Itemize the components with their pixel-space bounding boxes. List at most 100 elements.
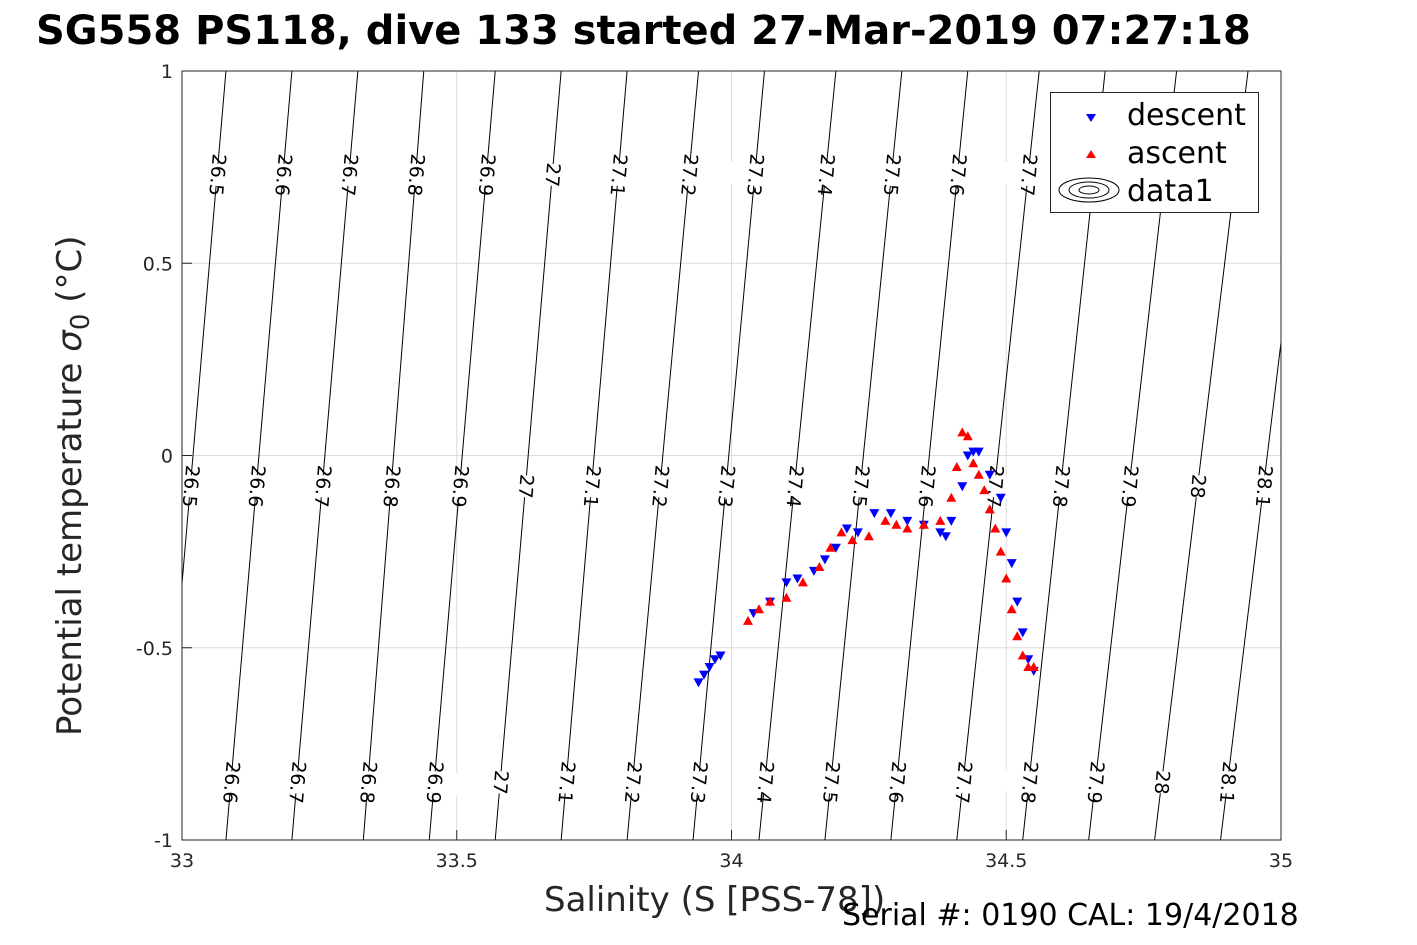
contour-label-bg-mid-0 bbox=[163, 473, 218, 500]
contour-label-bg-bottom-10 bbox=[869, 769, 924, 796]
point-ascent-21 bbox=[979, 485, 990, 495]
contour-label-bg-top-5 bbox=[525, 161, 580, 188]
point-descent-26 bbox=[995, 493, 1006, 503]
contour-label-bg-mid-16 bbox=[1236, 473, 1291, 500]
contour-label-bg-top-8 bbox=[727, 161, 782, 188]
point-ascent-2 bbox=[764, 596, 775, 606]
x-axis-label: Salinity (S [PSS-78]) bbox=[544, 880, 886, 920]
contour-label-bg-mid-5 bbox=[498, 473, 553, 500]
contour-label-bottom-2: 26.8 bbox=[355, 760, 381, 804]
density-contours: 26.5 26.6 26.7 26.8 26.9 27 27.1 27.2 27.3 27.4 27… bbox=[163, 71, 1291, 840]
chart-title: SG558 PS118, dive 133 started 27-Mar-201… bbox=[36, 8, 1251, 54]
contour-label-bottom-5: 27.1 bbox=[553, 760, 579, 804]
contour-line-9 bbox=[758, 71, 837, 840]
x-tick-label-1: 33.5 bbox=[436, 850, 478, 872]
contour-label-bg-top-6 bbox=[591, 161, 646, 188]
contour-line-6 bbox=[560, 71, 628, 840]
contour-label-bottom-8: 27.4 bbox=[752, 760, 778, 804]
point-descent-21 bbox=[957, 482, 968, 492]
x-tick-label-4: 35 bbox=[1269, 850, 1293, 872]
contour-line-4 bbox=[428, 71, 496, 840]
axes: 33 33.5 34 34.5 35 -1 -0.5 0 0.5 1 bbox=[136, 61, 1293, 872]
point-descent-19 bbox=[940, 532, 951, 542]
point-ascent-24 bbox=[995, 546, 1006, 556]
contour-label-bottom-11: 27.7 bbox=[950, 760, 976, 804]
contour-line-8 bbox=[692, 71, 765, 840]
point-ascent-18 bbox=[962, 431, 973, 441]
contour-label-bg-bottom-13 bbox=[1068, 769, 1123, 796]
point-ascent-27 bbox=[1012, 631, 1023, 641]
point-ascent-25 bbox=[1001, 573, 1012, 583]
point-descent-1 bbox=[699, 670, 710, 680]
point-descent-16 bbox=[902, 516, 913, 526]
contour-label-top-4: 26.9 bbox=[474, 153, 500, 197]
contour-label-top-10: 27.5 bbox=[879, 153, 905, 197]
contour-label-bg-bottom-15 bbox=[1200, 769, 1255, 796]
contour-label-mid-9: 27.4 bbox=[782, 464, 808, 508]
point-ascent-4 bbox=[797, 577, 808, 587]
point-ascent-10 bbox=[880, 515, 891, 525]
contour-label-top-8: 27.3 bbox=[742, 153, 768, 197]
contour-label-bottom-1: 26.7 bbox=[284, 760, 310, 804]
legend-label-descent: descent bbox=[1127, 98, 1246, 133]
contour-line-5 bbox=[494, 71, 562, 840]
contour-label-bottom-9: 27.5 bbox=[818, 760, 844, 804]
point-ascent-15 bbox=[946, 492, 957, 502]
legend-label-ascent: ascent bbox=[1127, 136, 1227, 171]
point-ascent-9 bbox=[863, 531, 874, 541]
point-descent-15 bbox=[885, 509, 896, 519]
point-ascent-30 bbox=[1028, 661, 1039, 671]
y-axis-label-sub: 0 bbox=[65, 313, 96, 331]
point-descent-2 bbox=[704, 662, 715, 672]
contour-label-bg-mid-7 bbox=[633, 473, 687, 500]
legend-marker-ascent bbox=[1086, 150, 1096, 158]
contour-label-bg-top-12 bbox=[1001, 161, 1055, 188]
point-ascent-20 bbox=[973, 469, 984, 479]
point-descent-0 bbox=[693, 678, 704, 688]
contour-label-bg-top-10 bbox=[864, 161, 919, 188]
contour-label-mid-11: 27.6 bbox=[913, 464, 939, 508]
point-descent-7 bbox=[781, 578, 792, 588]
contour-label-top-6: 27.1 bbox=[605, 153, 631, 197]
contour-line-16 bbox=[1220, 338, 1281, 840]
point-ascent-5 bbox=[814, 562, 825, 572]
y-axis-label-unit: (°C) bbox=[50, 235, 90, 303]
contour-label-bottom-6: 27.2 bbox=[620, 760, 646, 804]
point-ascent-16 bbox=[951, 462, 962, 472]
serial-cal-footer: Serial #: 0190 CAL: 19/4/2018 bbox=[842, 898, 1299, 933]
contour-label-bottom-10: 27.6 bbox=[884, 760, 910, 804]
legend-item-ascent: ascent bbox=[1051, 134, 1258, 171]
legend-label-data1: data1 bbox=[1127, 174, 1214, 209]
contour-label-mid-8: 27.3 bbox=[713, 464, 739, 508]
contour-label-bg-top-1 bbox=[256, 161, 310, 188]
contour-line-10 bbox=[824, 71, 903, 840]
contour-label-top-0: 26.5 bbox=[204, 153, 230, 197]
point-ascent-3 bbox=[781, 592, 792, 602]
point-ascent-17 bbox=[957, 427, 968, 437]
point-descent-20 bbox=[946, 516, 957, 526]
point-ascent-19 bbox=[968, 458, 979, 468]
contour-label-bg-bottom-14 bbox=[1134, 769, 1189, 796]
point-descent-14 bbox=[869, 509, 880, 519]
point-descent-29 bbox=[1012, 597, 1023, 607]
point-descent-4 bbox=[715, 651, 726, 661]
contour-label-bottom-7: 27.3 bbox=[686, 760, 712, 804]
contour-label-mid-7: 27.2 bbox=[647, 464, 673, 508]
contour-label-bg-mid-4 bbox=[432, 473, 487, 500]
contour-label-mid-15: 28 bbox=[1186, 473, 1210, 499]
contour-label-bottom-0: 26.6 bbox=[218, 760, 244, 804]
contour-label-bg-bottom-9 bbox=[803, 769, 858, 796]
contour-line-1 bbox=[225, 71, 293, 840]
contour-line-11 bbox=[890, 71, 969, 840]
contour-label-bottom-14: 28 bbox=[1150, 769, 1174, 795]
y-tick-label-3: 0.5 bbox=[143, 253, 173, 275]
contour-label-bg-mid-8 bbox=[699, 473, 753, 500]
point-descent-25 bbox=[984, 470, 995, 480]
point-descent-18 bbox=[935, 528, 946, 538]
contour-label-bg-bottom-4 bbox=[473, 769, 528, 796]
contour-label-bg-top-2 bbox=[322, 161, 376, 188]
contour-label-bg-bottom-8 bbox=[737, 769, 792, 796]
contour-label-bg-bottom-3 bbox=[407, 769, 462, 796]
contour-label-top-7: 27.2 bbox=[676, 153, 702, 197]
